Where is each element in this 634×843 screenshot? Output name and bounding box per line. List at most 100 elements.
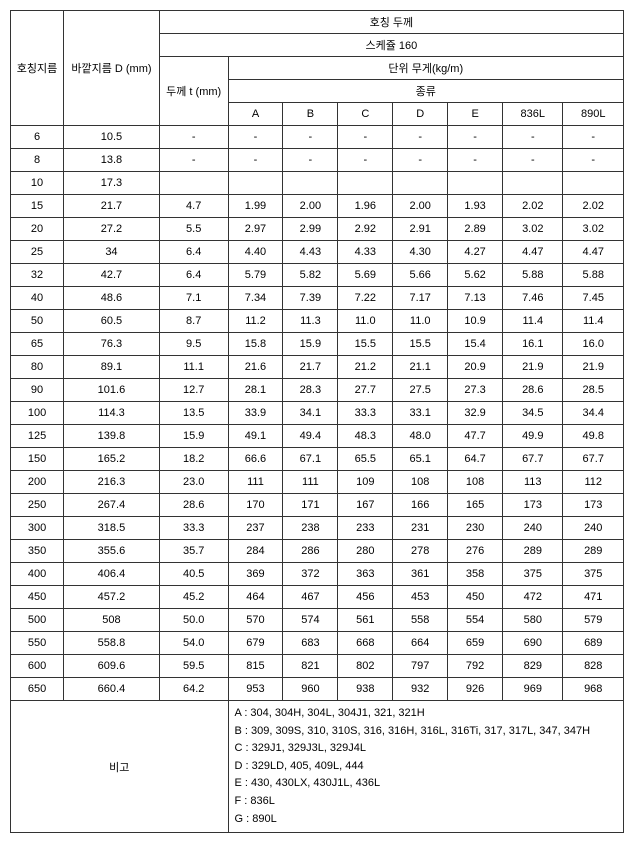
cell-thickness: 40.5 <box>159 563 228 586</box>
cell-weight: 284 <box>228 540 283 563</box>
cell-weight: 48.0 <box>393 425 448 448</box>
table-row: 8089.111.121.621.721.221.120.921.921.9 <box>11 356 624 379</box>
cell-weight: 5.62 <box>448 264 503 287</box>
table-row: 150165.218.266.667.165.565.164.767.767.7 <box>11 448 624 471</box>
cell-weight: 173 <box>503 494 563 517</box>
cell-weight: 7.39 <box>283 287 338 310</box>
cell-weight: 7.17 <box>393 287 448 310</box>
cell-outer-dia: 34 <box>64 241 160 264</box>
cell-weight: 27.3 <box>448 379 503 402</box>
cell-weight: 369 <box>228 563 283 586</box>
cell-weight: 358 <box>448 563 503 586</box>
cell-weight: 111 <box>283 471 338 494</box>
cell-weight: 792 <box>448 655 503 678</box>
cell-weight <box>228 172 283 195</box>
cell-weight: 280 <box>338 540 393 563</box>
cell-weight: 7.34 <box>228 287 283 310</box>
table-row: 1017.3 <box>11 172 624 195</box>
note-line: E : 430, 430LX, 430J1L, 436L <box>235 775 617 793</box>
cell-weight: 4.40 <box>228 241 283 264</box>
cell-thickness: 11.1 <box>159 356 228 379</box>
table-row: 600609.659.5815821802797792829828 <box>11 655 624 678</box>
cell-weight: - <box>228 126 283 149</box>
cell-outer-dia: 139.8 <box>64 425 160 448</box>
table-row: 6576.39.515.815.915.515.515.416.116.0 <box>11 333 624 356</box>
cell-weight: 2.89 <box>448 218 503 241</box>
cell-weight: 109 <box>338 471 393 494</box>
cell-weight: 15.8 <box>228 333 283 356</box>
cell-weight: 11.4 <box>563 310 624 333</box>
table-row: 200216.323.0111111109108108113112 <box>11 471 624 494</box>
cell-weight: 932 <box>393 678 448 701</box>
cell-weight: 233 <box>338 517 393 540</box>
cell-weight: 689 <box>563 632 624 655</box>
cell-outer-dia: 89.1 <box>64 356 160 379</box>
cell-weight: 27.5 <box>393 379 448 402</box>
cell-weight: 375 <box>503 563 563 586</box>
cell-weight: 797 <box>393 655 448 678</box>
cell-weight: 2.02 <box>503 195 563 218</box>
cell-weight: 28.6 <box>503 379 563 402</box>
cell-weight: 4.33 <box>338 241 393 264</box>
cell-thickness: 54.0 <box>159 632 228 655</box>
cell-weight: 683 <box>283 632 338 655</box>
cell-nominal-dia: 350 <box>11 540 64 563</box>
cell-weight: 11.0 <box>393 310 448 333</box>
cell-thickness: 4.7 <box>159 195 228 218</box>
cell-weight: 1.99 <box>228 195 283 218</box>
cell-weight: 11.0 <box>338 310 393 333</box>
cell-weight: 21.2 <box>338 356 393 379</box>
cell-weight: 450 <box>448 586 503 609</box>
cell-outer-dia: 27.2 <box>64 218 160 241</box>
cell-weight: 28.1 <box>228 379 283 402</box>
cell-nominal-dia: 650 <box>11 678 64 701</box>
cell-outer-dia: 267.4 <box>64 494 160 517</box>
cell-weight: - <box>448 126 503 149</box>
cell-weight: 558 <box>393 609 448 632</box>
cell-weight: 49.9 <box>503 425 563 448</box>
header-col-a: A <box>228 103 283 126</box>
cell-weight: 11.3 <box>283 310 338 333</box>
header-col-836l: 836L <box>503 103 563 126</box>
cell-weight <box>503 172 563 195</box>
cell-weight: 953 <box>228 678 283 701</box>
cell-weight: 49.4 <box>283 425 338 448</box>
header-nominal-thick: 호칭 두께 <box>159 11 623 34</box>
cell-weight: 574 <box>283 609 338 632</box>
table-row: 125139.815.949.149.448.348.047.749.949.8 <box>11 425 624 448</box>
cell-nominal-dia: 40 <box>11 287 64 310</box>
cell-weight: 668 <box>338 632 393 655</box>
cell-weight: 361 <box>393 563 448 586</box>
cell-nominal-dia: 600 <box>11 655 64 678</box>
cell-nominal-dia: 25 <box>11 241 64 264</box>
cell-weight: 286 <box>283 540 338 563</box>
cell-weight: - <box>338 149 393 172</box>
cell-nominal-dia: 90 <box>11 379 64 402</box>
cell-outer-dia: 13.8 <box>64 149 160 172</box>
cell-thickness: 50.0 <box>159 609 228 632</box>
cell-weight: 580 <box>503 609 563 632</box>
cell-weight: 554 <box>448 609 503 632</box>
cell-weight: 231 <box>393 517 448 540</box>
cell-thickness: 8.7 <box>159 310 228 333</box>
cell-weight: 5.88 <box>503 264 563 287</box>
cell-weight: 4.47 <box>563 241 624 264</box>
cell-weight: 679 <box>228 632 283 655</box>
cell-weight <box>338 172 393 195</box>
cell-weight: 815 <box>228 655 283 678</box>
cell-weight: 21.7 <box>283 356 338 379</box>
table-row: 5060.58.711.211.311.011.010.911.411.4 <box>11 310 624 333</box>
table-row: 3242.76.45.795.825.695.665.625.885.88 <box>11 264 624 287</box>
header-thick-t: 두께 t (mm) <box>159 57 228 126</box>
cell-weight: 3.02 <box>503 218 563 241</box>
cell-weight: - <box>503 149 563 172</box>
cell-nominal-dia: 125 <box>11 425 64 448</box>
cell-weight: 5.66 <box>393 264 448 287</box>
cell-weight: 49.8 <box>563 425 624 448</box>
cell-weight: 16.1 <box>503 333 563 356</box>
cell-weight: 363 <box>338 563 393 586</box>
header-nominal-dia: 호칭지름 <box>11 11 64 126</box>
cell-weight: 4.27 <box>448 241 503 264</box>
table-row: 25346.44.404.434.334.304.274.474.47 <box>11 241 624 264</box>
cell-nominal-dia: 150 <box>11 448 64 471</box>
